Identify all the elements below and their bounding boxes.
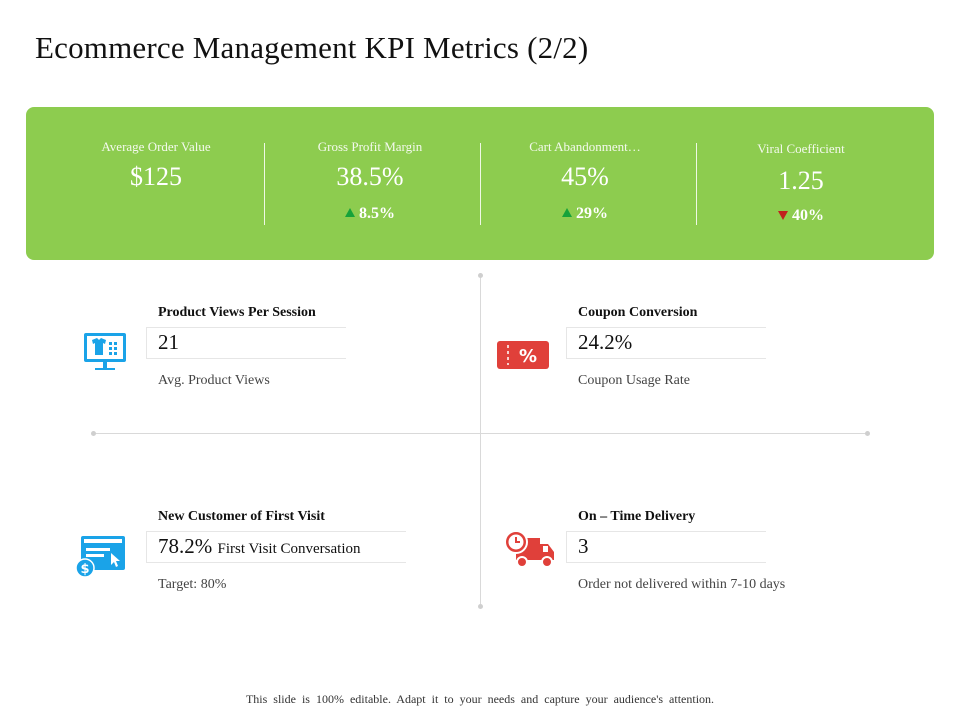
svg-text:%: % bbox=[519, 346, 537, 367]
metric-subtitle: Avg. Product Views bbox=[158, 373, 270, 388]
triangle-down-icon bbox=[778, 211, 788, 220]
delivery-truck-clock-icon bbox=[504, 530, 554, 568]
metric-value: 24.2% bbox=[578, 330, 633, 354]
metric-title: Coupon Conversion bbox=[578, 305, 698, 320]
kpi-delta-value: 40% bbox=[792, 207, 824, 224]
kpi-delta-value: 8.5% bbox=[359, 205, 395, 222]
divider-dot bbox=[865, 431, 870, 436]
metric-subtitle: Coupon Usage Rate bbox=[578, 373, 690, 388]
kpi-label: Viral Coefficient bbox=[757, 141, 845, 156]
kpi-value: $125 bbox=[130, 162, 182, 191]
svg-text:$: $ bbox=[80, 562, 89, 577]
metric-value-number: 78.2% bbox=[158, 534, 213, 558]
metric-title: On – Time Delivery bbox=[578, 509, 696, 524]
kpi-label: Gross Profit Margin bbox=[317, 139, 423, 154]
metric-value-box bbox=[566, 531, 766, 563]
divider bbox=[696, 143, 697, 225]
divider bbox=[264, 143, 265, 225]
metric-value: 78.2% First Visit Conversation bbox=[158, 534, 361, 559]
kpi-value: 45% bbox=[561, 162, 609, 191]
kpi-delta: 8.5% bbox=[270, 205, 470, 223]
metric-subtitle: Order not delivered within 7-10 days bbox=[578, 577, 786, 592]
kpi-value: 38.5% bbox=[336, 162, 404, 191]
metric-subtitle: Target: 80% bbox=[158, 577, 227, 592]
coupon-icon: % bbox=[497, 341, 549, 369]
kpi-label: Cart Abandonment… bbox=[529, 139, 641, 154]
metric-value-suffix: First Visit Conversation bbox=[217, 541, 361, 557]
metric-title: Product Views Per Session bbox=[158, 305, 316, 320]
kpi-cart-abandonment: Cart Abandonment… 45% 29% bbox=[485, 107, 685, 260]
divider-dot bbox=[478, 604, 483, 609]
divider bbox=[480, 143, 481, 225]
page-title: Ecommerce Management KPI Metrics (2/2) bbox=[35, 30, 589, 65]
metric-value-box bbox=[146, 531, 406, 563]
metric-value: 3 bbox=[578, 534, 589, 558]
metric-value-box bbox=[566, 327, 766, 359]
triangle-up-icon bbox=[345, 208, 355, 217]
kpi-banner: Average Order Value $125 Gross Profit Ma… bbox=[26, 107, 934, 260]
divider-dot bbox=[91, 431, 96, 436]
kpi-label: Average Order Value bbox=[101, 139, 211, 154]
browser-payment-icon: $ bbox=[75, 536, 125, 578]
triangle-up-icon bbox=[562, 208, 572, 217]
kpi-value: 1.25 bbox=[778, 166, 824, 195]
vertical-divider bbox=[480, 275, 481, 607]
kpi-delta: 29% bbox=[485, 205, 685, 223]
metric-value-box bbox=[146, 327, 346, 359]
footer-note: This slide is 100% editable. Adapt it to… bbox=[245, 692, 715, 706]
kpi-delta: 40% bbox=[701, 207, 901, 225]
metric-value: 21 bbox=[158, 330, 179, 354]
metric-title: New Customer of First Visit bbox=[158, 509, 325, 524]
monitor-shirt-icon bbox=[84, 333, 126, 370]
kpi-viral-coefficient: Viral Coefficient 1.25 40% bbox=[701, 107, 901, 260]
kpi-average-order-value: Average Order Value $125 bbox=[56, 107, 256, 260]
divider-dot bbox=[478, 273, 483, 278]
kpi-delta-value: 29% bbox=[576, 205, 608, 222]
kpi-gross-profit-margin: Gross Profit Margin 38.5% 8.5% bbox=[270, 107, 470, 260]
